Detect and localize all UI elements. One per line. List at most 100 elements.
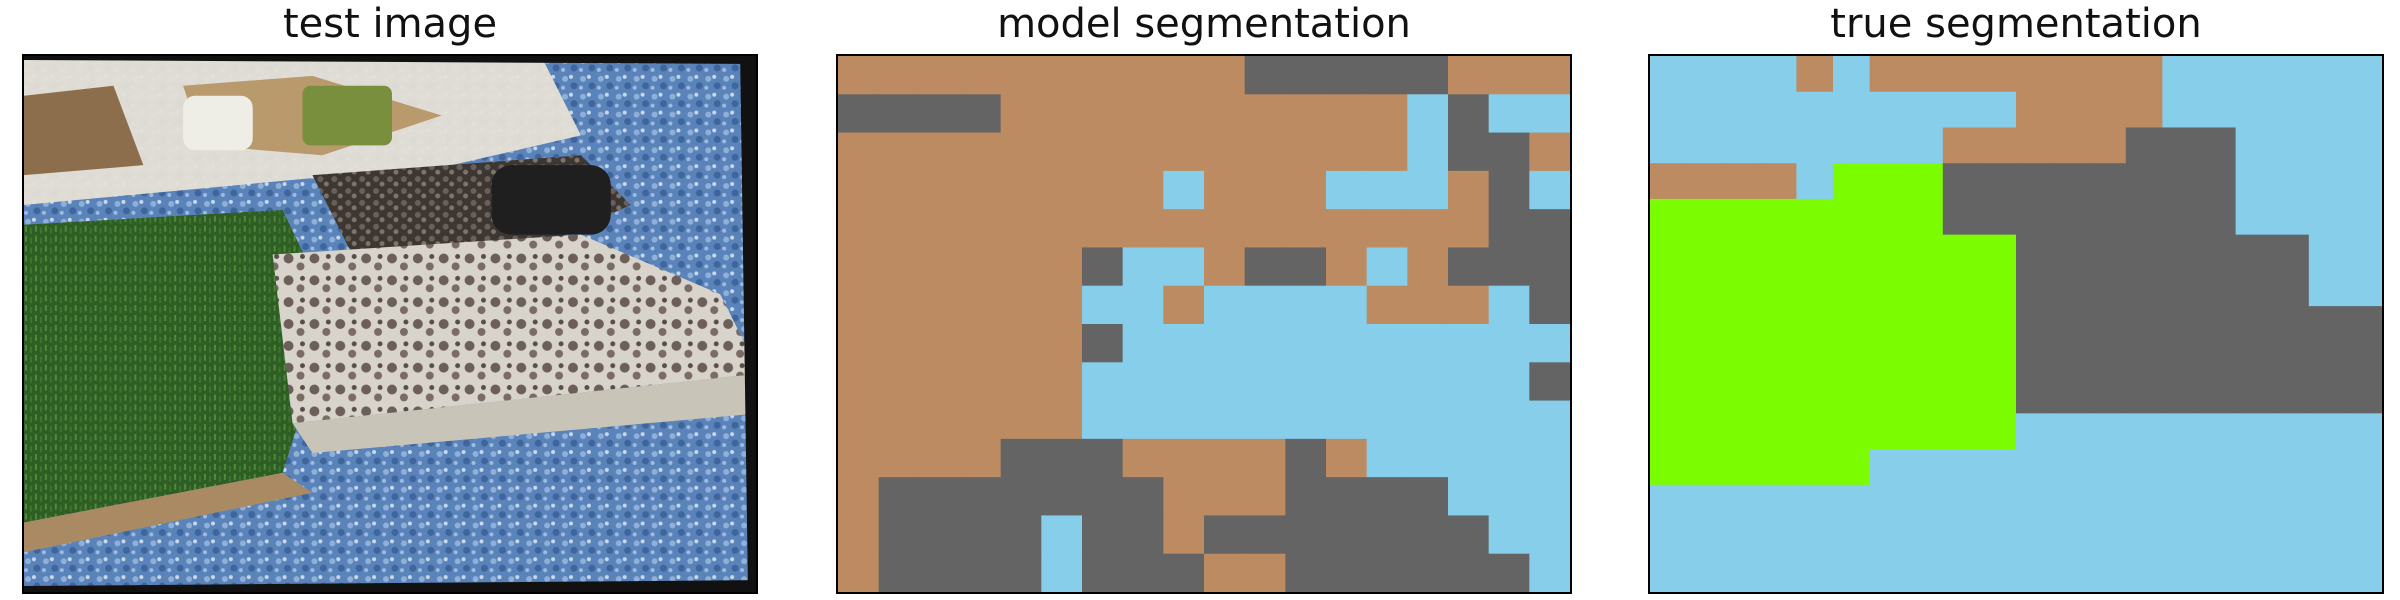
model-segmentation-cell — [1041, 438, 1083, 478]
true-segmentation-cell — [2162, 556, 2200, 592]
model-segmentation-cell — [1081, 400, 1124, 440]
true-segmentation-cell — [1723, 377, 1761, 414]
true-segmentation-cell — [2235, 377, 2273, 414]
true-segmentation-cell — [1796, 163, 1834, 200]
true-segmentation-cell — [1686, 127, 1724, 164]
model-segmentation-cell — [1163, 170, 1205, 210]
model-segmentation-cell — [1122, 515, 1164, 555]
true-segmentation-cell — [1686, 377, 1724, 414]
true-segmentation-cell — [1723, 449, 1761, 486]
model-segmentation-cell — [1407, 553, 1449, 592]
model-segmentation-cell — [1244, 285, 1286, 325]
model-segmentation-cell — [878, 247, 920, 287]
true-segmentation-cell — [2125, 377, 2163, 414]
true-segmentation-cell — [2162, 520, 2200, 557]
true-segmentation-cell — [1759, 306, 1797, 343]
model-segmentation-cell — [1366, 400, 1408, 440]
true-segmentation-cell — [1723, 127, 1761, 164]
true-segmentation-cell — [2052, 270, 2090, 307]
true-segmentation-cell — [1796, 556, 1834, 592]
true-segmentation-cell — [1979, 520, 2017, 557]
true-segmentation-cell — [1650, 520, 1688, 557]
model-segmentation-cell — [1366, 247, 1408, 287]
model-segmentation-cell — [960, 553, 1002, 592]
true-segmentation-cell — [2016, 484, 2054, 522]
true-segmentation-cell — [1650, 234, 1688, 271]
true-segmentation-cell — [2272, 163, 2310, 200]
true-segmentation-cell — [1869, 234, 1907, 271]
true-segmentation-cell — [1650, 556, 1688, 592]
model-segmentation-cell — [960, 285, 1002, 325]
true-segmentation-cell — [1942, 91, 1980, 129]
true-segmentation-cell — [2345, 198, 2382, 236]
model-segmentation-cell — [1447, 132, 1490, 172]
true-segmentation-cell — [2016, 556, 2054, 592]
model-segmentation-cell — [960, 362, 1002, 402]
true-segmentation-cell — [2052, 413, 2090, 450]
true-segmentation-cell — [1796, 520, 1834, 557]
model-segmentation-cell — [1529, 285, 1570, 325]
model-segmentation-cell — [919, 362, 961, 402]
true-segmentation-cell — [1942, 270, 1980, 307]
true-segmentation-cell — [1759, 341, 1797, 379]
model-segmentation-cell — [878, 477, 920, 517]
model-segmentation-cell — [1204, 132, 1246, 172]
model-segmentation-cell — [1529, 94, 1570, 134]
true-segmentation-cell — [2125, 556, 2163, 592]
true-segmentation-cell — [1650, 91, 1688, 129]
model-segmentation-cell — [1488, 132, 1530, 172]
model-segmentation-cell — [1081, 477, 1124, 517]
model-segmentation-cell — [1529, 438, 1570, 478]
true-segmentation-cell — [1759, 520, 1797, 557]
model-segmentation-cell — [1204, 170, 1246, 210]
model-segmentation-cell — [1447, 515, 1490, 555]
model-segmentation-cell — [1204, 438, 1246, 478]
true-segmentation-cell — [1833, 413, 1871, 450]
model-segmentation-cell — [1407, 438, 1449, 478]
model-segmentation-cell — [1244, 56, 1286, 95]
model-segmentation-cell — [1122, 132, 1164, 172]
true-segmentation-cell — [2345, 127, 2382, 164]
true-segmentation-title: true segmentation — [1830, 1, 2202, 47]
true-segmentation-cell — [2125, 163, 2163, 200]
model-segmentation-cell — [1041, 132, 1083, 172]
model-segmentation-cell — [878, 362, 920, 402]
true-segmentation-cell — [1869, 341, 1907, 379]
model-segmentation-cell — [1407, 247, 1449, 287]
model-segmentation-cell — [1204, 94, 1246, 134]
model-segmentation-cell — [1285, 56, 1327, 95]
true-segmentation-cell — [1723, 198, 1761, 236]
model-segmentation-cell — [919, 170, 961, 210]
model-segmentation-cell — [878, 56, 920, 95]
true-segmentation-cell — [1906, 341, 1944, 379]
model-segmentation-cell — [1488, 324, 1530, 363]
true-segmentation-cell — [2162, 198, 2200, 236]
true-segmentation-cell — [2089, 520, 2127, 557]
true-segmentation-cell — [1686, 341, 1724, 379]
true-segmentation-cell — [2016, 341, 2054, 379]
true-segmentation-cell — [1796, 484, 1834, 522]
true-segmentation-cell — [2162, 234, 2200, 271]
true-segmentation-cell — [1942, 520, 1980, 557]
true-segmentation-cell — [2235, 127, 2273, 164]
true-segmentation-cell — [1650, 306, 1688, 343]
true-segmentation-cell — [2235, 556, 2273, 592]
true-segmentation-cell — [2272, 484, 2310, 522]
true-segmentation-cell — [1759, 91, 1797, 129]
true-segmentation-cell — [1686, 56, 1724, 93]
true-segmentation-cell — [2125, 127, 2163, 164]
true-segmentation-cell — [1723, 163, 1761, 200]
model-segmentation-cell — [960, 209, 1002, 249]
true-segmentation-cell — [1759, 449, 1797, 486]
true-segmentation-cell — [1650, 449, 1688, 486]
model-segmentation-cell — [1366, 285, 1408, 325]
model-segmentation-cell — [1163, 477, 1205, 517]
model-segmentation-cell — [1244, 515, 1286, 555]
true-segmentation-cell — [1942, 377, 1980, 414]
true-segmentation-cell — [2235, 306, 2273, 343]
true-segmentation-cell — [2308, 91, 2346, 129]
true-segmentation-cell — [1942, 163, 1980, 200]
true-segmentation-cell — [2272, 449, 2310, 486]
test-image-panel: test image — [22, 0, 758, 600]
true-segmentation-cell — [1869, 556, 1907, 592]
